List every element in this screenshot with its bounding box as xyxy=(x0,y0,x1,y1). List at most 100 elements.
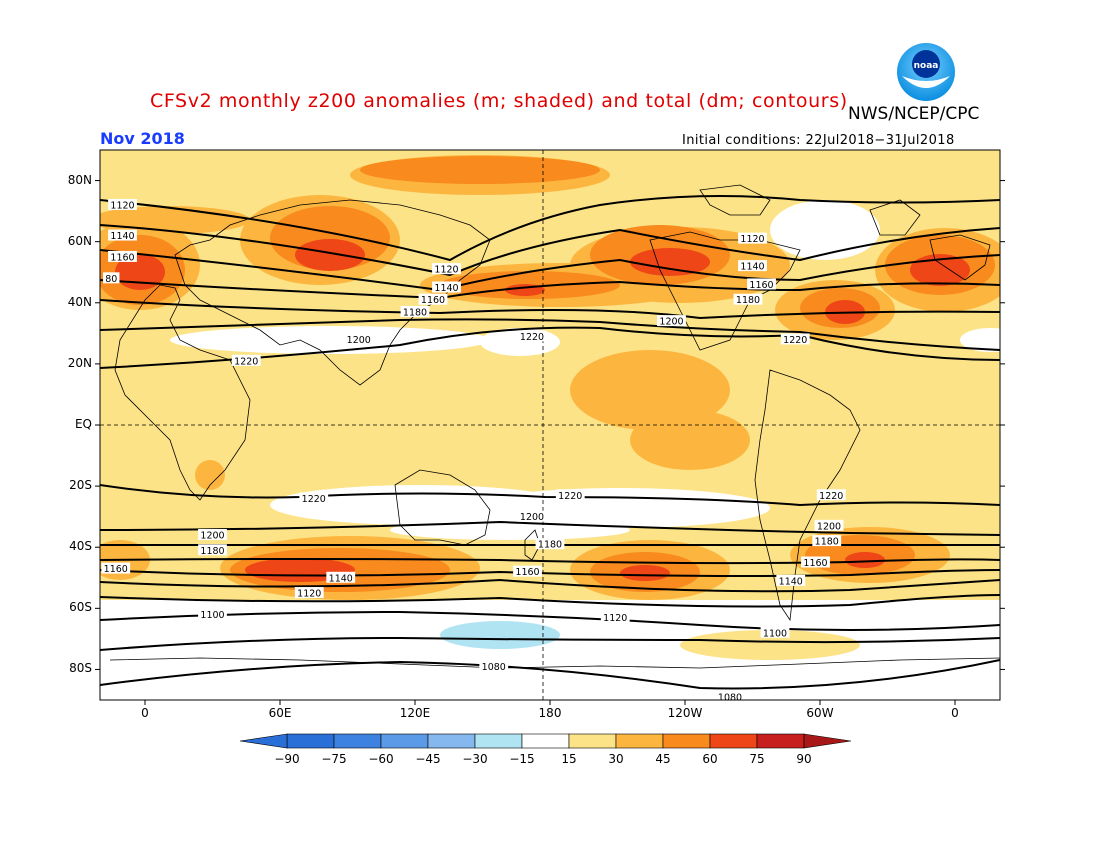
lon-label: 0 xyxy=(951,706,959,720)
contour-label-text: 1160 xyxy=(421,295,445,306)
contour-label-text: 1200 xyxy=(347,335,371,346)
contour-label: 1220 xyxy=(299,492,329,505)
contour-label: 1160 xyxy=(513,565,542,578)
contour-label: 1140 xyxy=(738,260,767,273)
contour-label-text: 1120 xyxy=(434,265,458,276)
lat-label: 20S xyxy=(69,478,92,493)
contour-label-text: 1100 xyxy=(763,628,787,639)
axis-ticks xyxy=(95,180,1005,705)
height-contours xyxy=(100,195,1000,690)
contour-label-text: 1140 xyxy=(779,576,803,587)
contour-label-text: 1120 xyxy=(110,201,134,212)
colorbar xyxy=(239,733,852,749)
initial-conditions: Initial conditions: 22Jul2018−31Jul2018 xyxy=(682,133,955,148)
contour-label-text: 1220 xyxy=(302,494,326,505)
contour-label-text: 1200 xyxy=(200,531,224,542)
forecast-month: Nov 2018 xyxy=(100,129,185,148)
colorbar-tick-label: −90 xyxy=(274,752,300,766)
colorbar-swatch xyxy=(568,733,617,749)
contour-label-text: 1220 xyxy=(520,332,544,343)
contour-label: 1120 xyxy=(600,611,630,624)
colorbar-tick-label: −15 xyxy=(509,752,535,766)
contour-label: 1160 xyxy=(801,556,830,569)
lat-label: 40S xyxy=(69,539,92,554)
lon-label: 0 xyxy=(141,706,149,720)
contour-label-text: 1200 xyxy=(659,317,683,328)
contour-label-text: 1120 xyxy=(603,613,627,624)
lat-label: 80S xyxy=(69,661,92,676)
contour-label-text: 1160 xyxy=(515,567,539,578)
contour-label: 1120 xyxy=(432,263,461,276)
contour-label-text: 1100 xyxy=(200,610,224,621)
anomaly-field: 1120114011608012001220112011401160118012… xyxy=(100,150,1000,700)
contour-label-text: 1140 xyxy=(110,231,134,242)
lon-label: 60W xyxy=(806,706,834,720)
colorbar-tick-label: 60 xyxy=(702,752,718,766)
logo-text: noaa xyxy=(914,61,939,71)
colorbar-tick-label: 30 xyxy=(608,752,624,766)
contour-label-text: 1180 xyxy=(538,540,562,551)
contour-label-text: 1140 xyxy=(329,573,353,584)
colorbar-swatch xyxy=(286,733,335,749)
contour-label-text: 1180 xyxy=(403,307,427,318)
contour-label: 1120 xyxy=(108,199,137,212)
colorbar-swatch xyxy=(709,733,758,749)
lon-label: 60E xyxy=(268,706,292,720)
colorbar-swatch xyxy=(474,733,523,749)
contour-label: 1080 xyxy=(479,660,509,673)
contour-label: 1180 xyxy=(400,305,430,318)
contour-label: 1160 xyxy=(418,293,448,306)
contour-label: 1200 xyxy=(517,510,547,523)
contour-label-text: 1180 xyxy=(200,546,224,557)
contour-label: 1120 xyxy=(738,232,767,245)
contour-label-text: 1160 xyxy=(749,280,773,291)
contour-label: 1200 xyxy=(657,315,686,328)
contour-label-text: 1160 xyxy=(803,558,827,569)
contour-label-text: 1120 xyxy=(297,589,321,600)
contour-label-text: 1180 xyxy=(815,537,839,548)
contour-label: 1140 xyxy=(776,574,806,587)
colorbar-swatch xyxy=(521,733,570,749)
colorbar-tick-label: −60 xyxy=(368,752,394,766)
colorbar-swatch xyxy=(756,733,805,749)
lon-label: 120W xyxy=(667,706,703,720)
colorbar-arrow-right xyxy=(803,733,852,749)
lat-label: 80N xyxy=(67,172,92,187)
contour-label: 1160 xyxy=(747,278,776,291)
lat-label: 60S xyxy=(69,600,92,615)
contour-label: 1180 xyxy=(733,293,763,306)
contour-label: 1140 xyxy=(432,281,461,294)
contour-label-text: 1200 xyxy=(520,512,544,523)
contour-label: 1100 xyxy=(760,626,790,639)
contour-label-text: 1160 xyxy=(104,564,128,575)
colorbar-swatch xyxy=(333,733,382,749)
contour-label: 1220 xyxy=(517,330,547,343)
lat-label: 40N xyxy=(67,294,92,309)
contour-label: 1180 xyxy=(535,538,565,551)
contour-label: 1080 xyxy=(715,690,745,700)
lat-label: 60N xyxy=(67,233,92,248)
colorbar-tick-label: −30 xyxy=(462,752,488,766)
contour-label: 1220 xyxy=(555,489,585,502)
contour-label: 1180 xyxy=(812,535,842,548)
contour-label-text: 1180 xyxy=(736,295,760,306)
map-title: CFSv2 monthly z200 anomalies (m; shaded)… xyxy=(150,90,848,112)
contour-label: 1180 xyxy=(198,544,227,557)
contour-label: 1200 xyxy=(344,333,374,346)
contour-label: 1220 xyxy=(780,333,810,346)
contour-label-text: 1080 xyxy=(482,662,506,673)
colorbar-tick-label: −45 xyxy=(415,752,441,766)
colorbar-tick-label: 45 xyxy=(655,752,671,766)
contour-label-text: 1140 xyxy=(434,283,458,294)
contour-label: 1160 xyxy=(101,562,131,575)
colorbar-tick-label: −75 xyxy=(321,752,347,766)
contour-label-text: 1120 xyxy=(740,234,764,245)
lat-label: EQ xyxy=(74,417,92,431)
contour-label: 1100 xyxy=(198,608,227,621)
lon-label: 120E xyxy=(399,706,431,720)
contour-label: 1200 xyxy=(198,529,227,542)
contour-label-text: 1220 xyxy=(783,335,807,346)
contour-label-text: 1160 xyxy=(110,252,134,263)
contour-label-text: 1140 xyxy=(740,262,764,273)
